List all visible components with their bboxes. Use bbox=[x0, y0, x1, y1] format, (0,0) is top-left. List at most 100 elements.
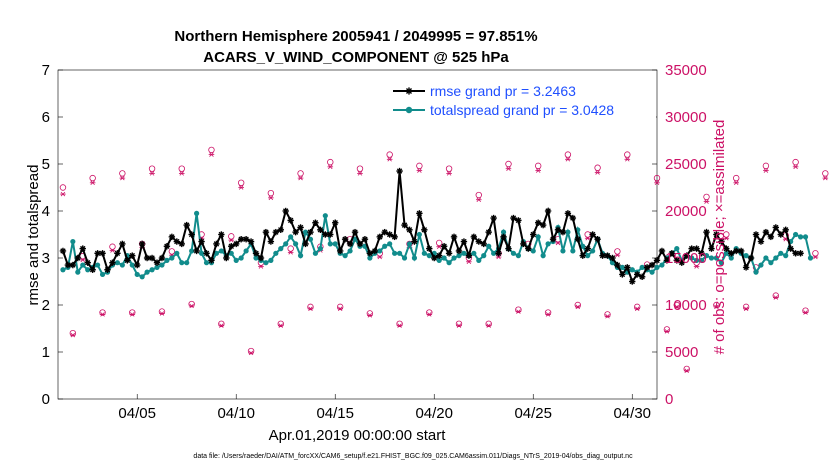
rmse-point bbox=[772, 224, 780, 231]
totalspread-point bbox=[441, 255, 447, 261]
rmse-series bbox=[59, 167, 804, 285]
obs-possible-point bbox=[594, 164, 601, 171]
obs-possible-point bbox=[574, 301, 581, 309]
rmse-point bbox=[723, 245, 730, 252]
obs-possible-point bbox=[69, 330, 77, 337]
totalspread-line bbox=[62, 213, 812, 278]
totalspread-point bbox=[268, 257, 274, 263]
obs-possible-point bbox=[356, 165, 364, 172]
totalspread-point bbox=[278, 246, 284, 252]
totalspread-point bbox=[283, 241, 289, 247]
rmse-point bbox=[752, 231, 760, 238]
right-y-axis: 0 5000 10000 15000 20000 25000 30000 35000 bbox=[652, 62, 707, 408]
totalspread-point bbox=[119, 262, 125, 268]
obs-possible-point bbox=[218, 320, 225, 327]
obs-possible-point bbox=[129, 309, 136, 316]
rmse-point bbox=[742, 264, 750, 271]
obs-possible-point bbox=[683, 365, 690, 373]
totalspread-point bbox=[768, 260, 774, 266]
rmse-point bbox=[604, 252, 611, 259]
obs-possible-point bbox=[633, 303, 641, 311]
rmse-point bbox=[421, 226, 428, 233]
obs-possible-point bbox=[792, 158, 799, 166]
totalspread-point bbox=[416, 231, 422, 238]
totalspread-point bbox=[352, 236, 358, 242]
obs-assimilated-point bbox=[693, 264, 700, 269]
x-tick-label: 04/20 bbox=[415, 405, 453, 422]
obs-possible-point bbox=[386, 151, 393, 158]
right-y-tick-label: 30000 bbox=[665, 109, 707, 126]
obs-possible-point bbox=[188, 300, 195, 308]
rmse-point bbox=[668, 250, 676, 257]
rmse-point bbox=[237, 236, 245, 243]
legend-spread-marker bbox=[405, 106, 413, 114]
totalspread-point bbox=[585, 253, 591, 259]
obs-assimilated-point bbox=[396, 323, 403, 328]
obs-assimilated-point bbox=[109, 248, 116, 253]
obs-assimilated-point bbox=[79, 257, 86, 263]
totalspread-point bbox=[213, 250, 220, 256]
obs-possible-point bbox=[762, 162, 770, 170]
totalspread-point bbox=[243, 248, 249, 254]
right-y-tick-label: 5000 bbox=[665, 344, 698, 361]
totalspread-point bbox=[169, 255, 175, 261]
obs-possible-point bbox=[247, 347, 255, 355]
totalspread-point bbox=[70, 238, 76, 245]
rmse-point bbox=[351, 228, 359, 236]
obs-assimilated-point bbox=[604, 314, 611, 319]
obs-assimilated-point bbox=[99, 312, 106, 317]
obs-assimilated-point bbox=[674, 304, 680, 310]
obs-assimilated-point bbox=[149, 171, 155, 176]
totalspread-point bbox=[194, 210, 200, 216]
x-axis: 04/05 04/10 04/15 04/20 04/25 04/30 bbox=[118, 394, 651, 422]
rmse-point bbox=[282, 207, 289, 215]
rmse-point bbox=[633, 271, 641, 278]
obs-possible-point bbox=[505, 160, 512, 168]
obs-possible-point bbox=[109, 243, 116, 250]
rmse-point bbox=[114, 250, 121, 257]
rmse-point bbox=[480, 240, 487, 248]
totalspread-point bbox=[703, 253, 710, 259]
obs-assimilated-point bbox=[416, 168, 423, 173]
totalspread-point bbox=[758, 262, 764, 268]
obs-assimilated-point bbox=[634, 306, 640, 312]
totalspread-point bbox=[476, 257, 482, 263]
rmse-point bbox=[158, 254, 166, 262]
obs-possible-point bbox=[614, 248, 621, 255]
x-tick-label: 04/10 bbox=[217, 405, 255, 422]
obs-assimilated-point bbox=[426, 312, 433, 317]
obs-assimilated-point bbox=[535, 168, 541, 173]
rmse-point bbox=[346, 240, 354, 248]
totalspread-point bbox=[312, 250, 319, 256]
obs-assimilated-point bbox=[475, 197, 482, 202]
rmse-point bbox=[683, 252, 690, 259]
totalspread-point bbox=[159, 262, 165, 268]
totalspread-point bbox=[743, 253, 749, 259]
rmse-point bbox=[262, 228, 270, 236]
totalspread-point bbox=[184, 260, 190, 266]
obs-assimilated-point bbox=[565, 157, 571, 162]
rmse-point bbox=[614, 261, 621, 269]
rmse-point bbox=[178, 240, 185, 248]
rmse-point bbox=[445, 250, 453, 257]
obs-assimilated-point bbox=[248, 350, 254, 356]
obs-assimilated-point bbox=[258, 264, 264, 269]
rmse-point bbox=[500, 233, 507, 241]
totalspread-point bbox=[60, 267, 66, 273]
totalspread-point bbox=[253, 255, 259, 261]
rmse-point bbox=[708, 245, 715, 252]
right-y-tick-label: 25000 bbox=[665, 156, 707, 173]
totalspread-point bbox=[342, 253, 348, 259]
obs-possible-point bbox=[396, 320, 403, 327]
obs-possible-point bbox=[733, 174, 740, 182]
obs-possible-point bbox=[119, 170, 126, 177]
rmse-point bbox=[648, 261, 656, 269]
totalspread-point bbox=[783, 253, 789, 259]
totalspread-point bbox=[99, 271, 106, 278]
rmse-point bbox=[381, 228, 388, 236]
obs-assimilated-point bbox=[238, 185, 244, 190]
obs-possible-point bbox=[703, 193, 710, 201]
obs-assimilated-point bbox=[129, 312, 136, 317]
rmse-point bbox=[584, 245, 591, 252]
obs-possible-point bbox=[534, 162, 542, 170]
